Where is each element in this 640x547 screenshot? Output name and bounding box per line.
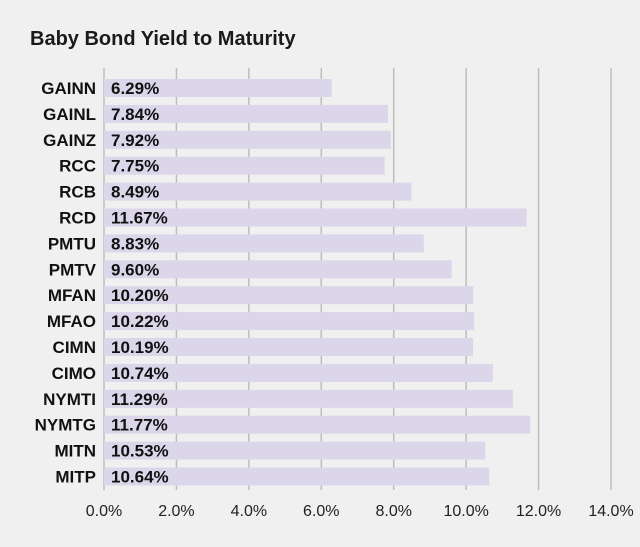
category-label: GAINZ	[43, 131, 96, 150]
value-label: 11.29%	[111, 390, 168, 409]
bar	[104, 208, 527, 227]
value-label: 8.49%	[111, 183, 159, 202]
value-label: 6.29%	[111, 79, 159, 98]
chart-title: Baby Bond Yield to Maturity	[30, 28, 296, 50]
bar	[104, 467, 490, 486]
bar	[104, 363, 493, 382]
value-label: 10.64%	[111, 468, 169, 487]
category-label: PMTV	[49, 260, 97, 279]
category-label: RCC	[59, 157, 96, 176]
x-axis-ticks: 0.0% 2.0% 4.0% 6.0% 8.0% 10.0% 12.0% 14.0%	[86, 503, 634, 520]
value-label: 10.20%	[111, 286, 169, 305]
category-label: MFAN	[48, 286, 96, 305]
bar	[104, 415, 531, 434]
bar	[104, 182, 412, 201]
value-label: 11.67%	[111, 209, 168, 228]
category-label: RCB	[59, 183, 96, 202]
bar	[104, 389, 513, 408]
bar	[104, 286, 474, 305]
value-labels: 6.29% 7.84% 7.92% 7.75% 8.49% 11.67% 8.83% 9.60…	[111, 79, 169, 487]
value-label: 10.22%	[111, 312, 169, 331]
bar	[104, 156, 385, 175]
bar	[104, 338, 474, 356]
bar	[104, 260, 452, 279]
category-label: NYMTG	[35, 416, 96, 435]
x-tick-label: 4.0%	[231, 503, 267, 520]
x-tick-label: 6.0%	[303, 503, 339, 520]
bar	[104, 79, 332, 97]
bar	[104, 234, 424, 253]
value-label: 9.60%	[111, 260, 159, 279]
category-label: CIMO	[52, 364, 96, 383]
value-label: 11.77%	[111, 416, 168, 435]
x-tick-label: 10.0%	[443, 503, 488, 520]
bar	[104, 441, 486, 460]
category-label: GAINL	[43, 105, 96, 124]
category-label: MITN	[54, 442, 96, 461]
value-label: 10.53%	[111, 442, 169, 461]
category-label: RCD	[59, 209, 96, 228]
bar	[104, 312, 475, 331]
value-label: 7.92%	[111, 131, 159, 150]
value-label: 7.75%	[111, 157, 159, 176]
x-tick-label: 0.0%	[86, 503, 122, 520]
category-label: PMTU	[48, 234, 96, 253]
bar	[104, 104, 388, 123]
x-tick-label: 8.0%	[375, 503, 411, 520]
value-label: 8.83%	[111, 234, 159, 253]
category-label: NYMTI	[43, 390, 96, 409]
category-labels: GAINN GAINL GAINZ RCC RCB RCD PMTU PMTV MFAN MFAO…	[35, 79, 97, 487]
x-tick-label: 14.0%	[588, 503, 633, 520]
value-label: 7.84%	[111, 105, 159, 124]
bars	[104, 79, 531, 486]
category-label: GAINN	[41, 79, 96, 98]
value-label: 10.74%	[111, 364, 169, 383]
bar	[104, 130, 391, 149]
value-label: 10.19%	[111, 338, 169, 357]
x-tick-label: 12.0%	[516, 503, 561, 520]
category-label: MFAO	[47, 312, 96, 331]
x-tick-label: 2.0%	[158, 503, 194, 520]
category-label: MITP	[55, 468, 96, 487]
category-label: CIMN	[53, 338, 96, 357]
